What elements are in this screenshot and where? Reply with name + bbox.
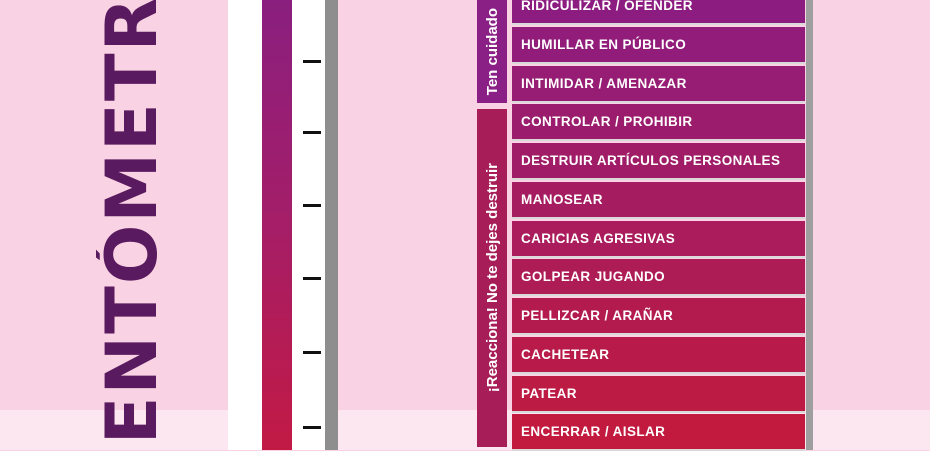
list-item-label: CONTROLAR / PROHIBIR	[521, 114, 693, 129]
thermometer-tick	[303, 426, 321, 429]
thermometer-edge	[325, 0, 338, 450]
thermometer-tick	[303, 277, 321, 280]
rows-shadow	[806, 0, 813, 450]
list-item: RIDICULIZAR / OFENDER	[512, 0, 805, 25]
page-title: ENTÓMETRO	[96, 0, 168, 444]
thermometer-tick	[303, 204, 321, 207]
list-item: CACHETEAR	[512, 337, 805, 374]
group-label-react: ¡Reacciona! No te dejes destruir	[477, 109, 507, 447]
list-item: ENCERRAR / AISLAR	[512, 414, 805, 451]
list-item-label: DESTRUIR ARTÍCULOS PERSONALES	[521, 153, 781, 168]
list-item-label: ENCERRAR / AISLAR	[521, 424, 666, 439]
list-item-label: RIDICULIZAR / OFENDER	[521, 0, 693, 13]
list-item: CONTROLAR / PROHIBIR	[512, 104, 805, 141]
list-item-label: CARICIAS AGRESIVAS	[521, 231, 676, 246]
list-item: INTIMIDAR / AMENAZAR	[512, 66, 805, 103]
list-item: PATEAR	[512, 376, 805, 413]
group-label-text: ¡Reacciona! No te dejes destruir	[483, 163, 501, 393]
thermometer-tick	[303, 60, 321, 63]
list-item-label: MANOSEAR	[521, 192, 603, 207]
thermometer-tick	[303, 131, 321, 134]
list-item-label: PATEAR	[521, 386, 577, 401]
thermometer-bar	[262, 0, 292, 450]
list-item-label: GOLPEAR JUGANDO	[521, 269, 666, 284]
list-item-label: CACHETEAR	[521, 347, 610, 362]
list-item-label: INTIMIDAR / AMENAZAR	[521, 76, 687, 91]
list-item: CARICIAS AGRESIVAS	[512, 221, 805, 258]
list-item-label: PELLIZCAR / ARAÑAR	[521, 308, 674, 323]
list-item: DESTRUIR ARTÍCULOS PERSONALES	[512, 143, 805, 180]
list-item: HUMILLAR EN PÚBLICO	[512, 27, 805, 64]
group-label-text: Ten cuidado	[483, 7, 501, 96]
list-item-label: HUMILLAR EN PÚBLICO	[521, 37, 687, 52]
title-vertical: ENTÓMETRO	[96, 0, 168, 450]
group-label-caution: Ten cuidado	[477, 0, 507, 103]
list-item: GOLPEAR JUGANDO	[512, 259, 805, 296]
list-item: MANOSEAR	[512, 182, 805, 219]
thermometer-tick	[303, 351, 321, 354]
list-item: PELLIZCAR / ARAÑAR	[512, 298, 805, 335]
